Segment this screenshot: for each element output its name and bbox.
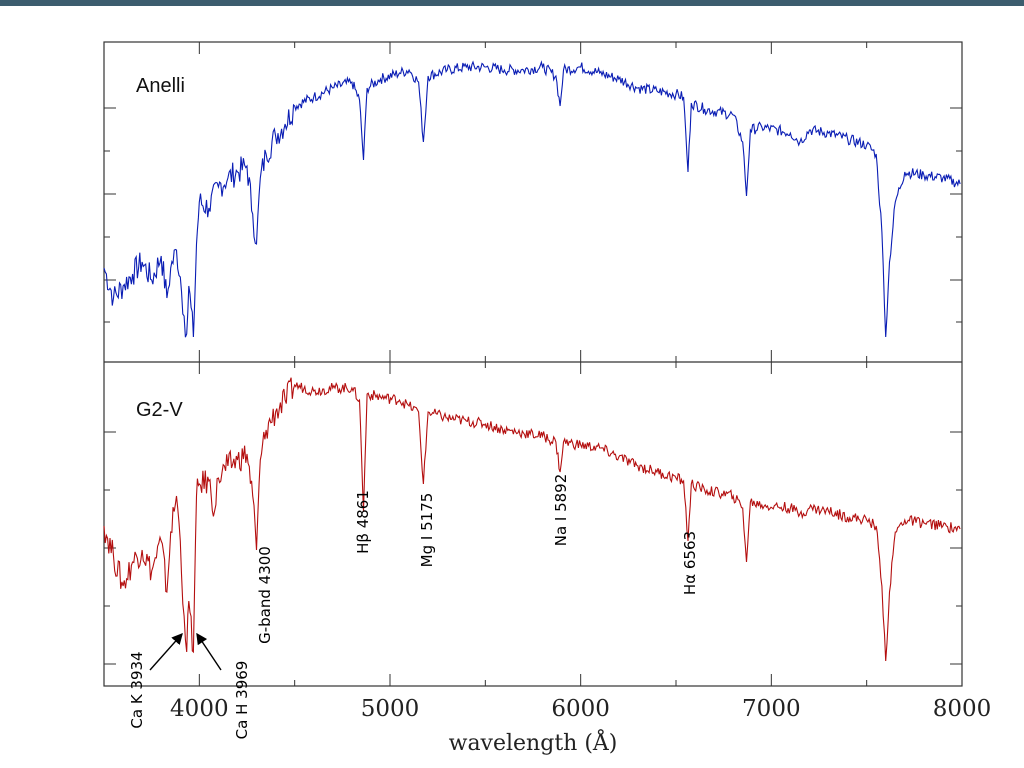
spectrum-line-anelli xyxy=(103,60,961,338)
top-bar xyxy=(0,0,1024,6)
x-tick-label: 4000 xyxy=(170,696,229,722)
series-group xyxy=(103,60,961,662)
tick-group: 4000 5000 6000 7000 8000 xyxy=(103,42,992,722)
line-label-ca-h-3969: Ca H 3969 xyxy=(233,661,251,740)
x-tick-label: 8000 xyxy=(933,696,992,722)
line-label-na-i-5892: Na I 5892 xyxy=(552,474,570,547)
annotation-group: Ca K 3934 Ca H 3969 G-band 4300 Hβ 4861 Mg I… xyxy=(128,474,699,740)
line-label-h-6563: Hα 6563 xyxy=(681,531,699,595)
panel-label-anelli: Anelli xyxy=(136,75,185,97)
ca-k-arrow xyxy=(149,632,183,671)
panel-label-g2v: G2-V xyxy=(136,399,183,421)
x-tick-label: 6000 xyxy=(551,696,610,722)
x-tick-label: 7000 xyxy=(742,696,801,722)
ca-h-arrow xyxy=(196,632,222,671)
line-label-mg-i-5175: Mg I 5175 xyxy=(418,493,436,568)
line-label-h-4861: Hβ 4861 xyxy=(354,490,372,554)
line-label-ca-k-3934: Ca K 3934 xyxy=(128,651,146,728)
line-label-g-band-4300: G-band 4300 xyxy=(256,546,274,644)
x-axis-title: wavelength (Å) xyxy=(449,728,618,756)
plot-frame xyxy=(103,41,963,687)
x-tick-label: 5000 xyxy=(361,696,420,722)
plot-border xyxy=(103,41,963,687)
spectrum-line-g2v xyxy=(103,377,961,662)
